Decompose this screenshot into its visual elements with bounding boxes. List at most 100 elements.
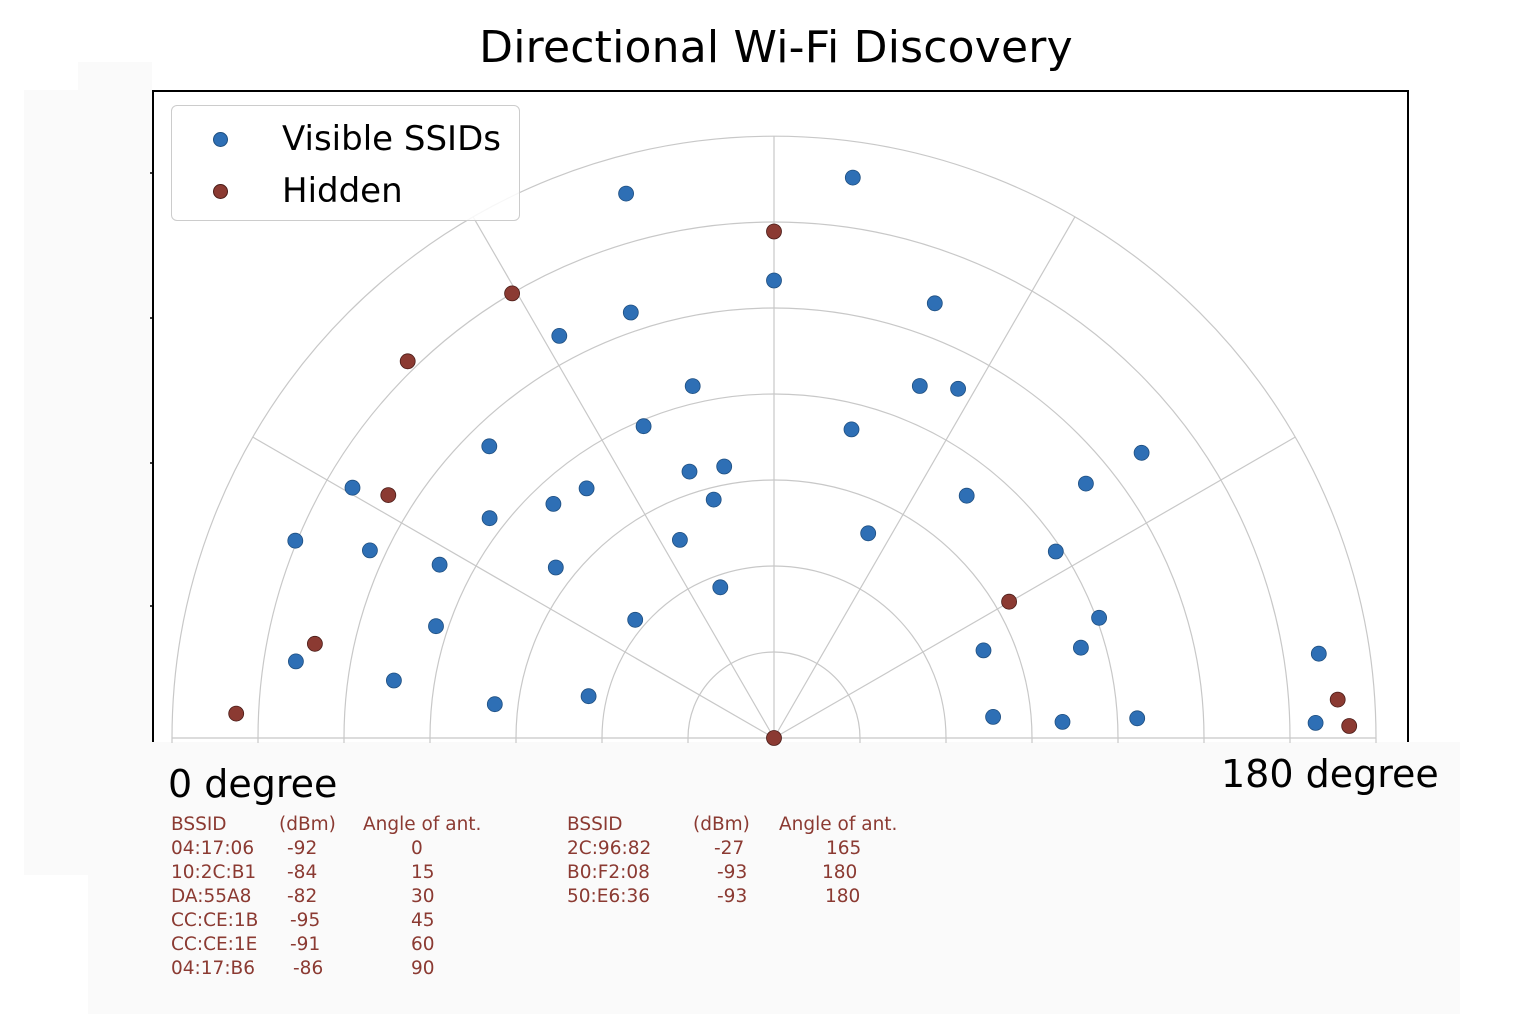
header-bssid: BSSID [171, 814, 227, 835]
visible-ssid-point [926, 295, 943, 312]
angle-label-start: 0 degree [168, 762, 338, 806]
visible-ssid-point [672, 532, 688, 548]
visible-ssid-point [635, 418, 652, 435]
cell-dbm: -93 [717, 886, 748, 907]
visible-ssid-point [551, 327, 568, 344]
legend-label-visible: Visible SSIDs [282, 119, 501, 159]
visible-ssid-point [1310, 645, 1327, 662]
cell-bssid: DA:55A8 [171, 886, 252, 907]
visible-ssid-point [627, 611, 644, 628]
visible-ssid-point [1078, 475, 1094, 492]
visible-ssid-point [681, 463, 698, 480]
visible-ssid-point [486, 696, 503, 713]
visible-ssid-point [1129, 710, 1146, 727]
cell-bssid: 04:17:06 [171, 838, 255, 859]
visible-ssid-point [622, 304, 639, 321]
cell-bssid: 50:E6:36 [567, 886, 651, 907]
visible-ssid-point [385, 672, 402, 689]
cell-dbm: -93 [717, 862, 748, 883]
visible-ssid-point [843, 421, 860, 438]
background-panel-bottom [88, 742, 1460, 1014]
visible-ssid-point [1073, 639, 1089, 656]
bssid-table-left: BSSID (dBm) Angle of ant. 04:17:06 -92 0… [171, 813, 511, 981]
cell-angle: 180 [822, 862, 858, 883]
visible-ssid-point [1307, 715, 1324, 731]
header-bssid: BSSID [567, 814, 623, 835]
table-row: DA:55A8 -82 30 [171, 885, 511, 909]
visible-ssid-point [481, 510, 498, 527]
visible-ssid-point [985, 709, 1001, 725]
visible-ssid-point [287, 532, 304, 549]
visible-ssid-point [712, 579, 729, 596]
visible-ssid-point [958, 487, 975, 504]
visible-ssid-point [911, 378, 928, 394]
polar-grid [171, 135, 1377, 743]
cell-angle: 45 [411, 910, 435, 931]
table-row: 04:17:B6 -86 90 [171, 957, 511, 981]
table-row: 50:E6:36 -93 180 [567, 885, 927, 909]
header-dbm: (dBm) [693, 814, 750, 835]
table-row: B0:F2:08 -93 180 [567, 861, 927, 885]
legend-label-hidden: Hidden [282, 171, 403, 211]
visible-ssid-point [860, 525, 877, 542]
hidden-ssid-point [306, 635, 323, 652]
bssid-table-right: BSSID (dBm) Angle of ant. 2C:96:82 -27 1… [567, 813, 927, 909]
hidden-ssid-point [1341, 718, 1358, 734]
visible-ssid-point [618, 185, 634, 202]
cell-angle: 30 [411, 886, 435, 907]
axes-frame [150, 90, 1409, 742]
visible-ssid-point [1133, 444, 1150, 461]
hidden-ssid-point [504, 285, 520, 302]
table-row: CC:CE:1B -95 45 [171, 909, 511, 933]
hidden-ssid-point [228, 705, 245, 722]
chart-title: Directional Wi-Fi Discovery [479, 22, 1073, 73]
hidden-ssid-point [380, 487, 397, 504]
header-angle: Angle of ant. [779, 814, 898, 835]
cell-dbm: -84 [287, 862, 318, 883]
table-header: BSSID (dBm) Angle of ant. [567, 813, 927, 837]
cell-bssid: 2C:96:82 [567, 838, 652, 859]
legend: Visible SSIDs Hidden [171, 105, 520, 221]
table-row: 10:2C:B1 -84 15 [171, 861, 511, 885]
table-header: BSSID (dBm) Angle of ant. [171, 813, 511, 837]
visible-ssid-point [705, 491, 722, 508]
visible-ssid-point [287, 653, 304, 670]
visible-ssid-point [766, 272, 782, 289]
cell-bssid: CC:CE:1E [171, 934, 258, 955]
cell-dbm: -27 [714, 838, 745, 859]
header-angle: Angle of ant. [363, 814, 482, 835]
visible-ssid-point [428, 618, 444, 635]
cell-angle: 90 [411, 958, 435, 979]
visible-ssid-point [1047, 543, 1064, 560]
visible-ssid-point [975, 642, 992, 659]
cell-dbm: -91 [290, 934, 321, 955]
background-panel-top [78, 62, 152, 92]
legend-marker-visible [213, 132, 228, 147]
table-row: CC:CE:1E -91 60 [171, 933, 511, 957]
visible-ssid-point [547, 559, 564, 576]
cell-angle: 15 [411, 862, 435, 883]
angle-gridline [472, 216, 775, 739]
visible-ssid-point [1054, 714, 1071, 730]
visible-ssid-point [344, 479, 361, 496]
cell-bssid: CC:CE:1B [171, 910, 259, 931]
cell-dbm: -86 [293, 958, 324, 979]
cell-bssid: B0:F2:08 [567, 862, 650, 883]
visible-ssid-point [431, 556, 448, 573]
visible-ssid-point [684, 378, 701, 395]
legend-marker-hidden [213, 184, 228, 199]
table-row: 04:17:06 -92 0 [171, 837, 511, 861]
hidden-ssid-point [399, 353, 416, 370]
hidden-ssid-point [766, 223, 782, 240]
hidden-ssid-point [1329, 691, 1346, 708]
visible-ssid-point [578, 480, 595, 497]
angle-gridline [773, 216, 1076, 739]
hidden-ssid-point [766, 730, 782, 746]
cell-bssid: 10:2C:B1 [171, 862, 257, 883]
angle-gridline [773, 436, 1296, 739]
cell-angle: 0 [411, 838, 423, 859]
visible-ssid-point [716, 458, 733, 475]
visible-ssid-point [1091, 609, 1107, 626]
cell-angle: 60 [411, 934, 435, 955]
